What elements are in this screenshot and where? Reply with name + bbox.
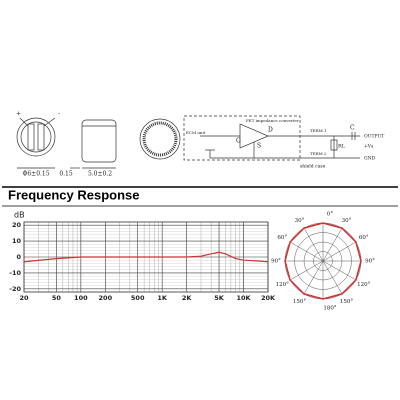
term2-label: TERM.2	[310, 151, 327, 156]
minus-label: -	[58, 111, 60, 118]
y-tick-label: 10	[12, 237, 22, 245]
angle-label: 90°	[271, 259, 281, 265]
mic-front	[16, 117, 56, 169]
x-tick-label: 2K	[182, 294, 193, 302]
angle-label: 150°	[340, 299, 353, 305]
angle-label: 30°	[342, 218, 352, 224]
polar-spoke	[303, 260, 324, 295]
y-axis-label: dB	[14, 211, 25, 220]
mic-mesh	[139, 118, 181, 160]
angle-label: 0°	[327, 212, 333, 218]
angle-label: 30°	[295, 218, 305, 224]
angle-label: 60°	[359, 235, 369, 241]
y-tick-label: 0	[16, 253, 21, 261]
polar-spoke	[322, 241, 357, 262]
x-tick-label: 5K	[214, 294, 225, 302]
shield-label: shield case	[300, 164, 326, 170]
load-label: RL	[338, 144, 346, 150]
angle-label: 180°	[323, 306, 336, 312]
x-tick-label: 200	[99, 294, 113, 302]
gate-label: G	[236, 138, 241, 145]
x-tick-label: 10K	[236, 294, 251, 302]
angle-label: 90°	[365, 259, 375, 265]
cap-label: C	[350, 125, 355, 132]
fet-label: FET impedance converter	[246, 118, 299, 123]
polar-pattern	[284, 222, 362, 300]
y-tick-label: 20	[12, 221, 22, 229]
supply-label: +Vs	[364, 144, 374, 150]
section-title: Frequency Response	[8, 187, 140, 202]
polar-spoke	[322, 227, 343, 262]
circuit	[183, 115, 360, 161]
x-tick-label: 1K	[157, 294, 168, 302]
drain-label: D	[268, 127, 273, 134]
thickness-label: 0.15	[59, 171, 73, 178]
gnd-label: GND	[364, 156, 376, 162]
polar-spoke	[303, 227, 324, 262]
angle-label: 60°	[277, 235, 287, 241]
y-tick-label: -20	[9, 285, 21, 293]
angle-label: 120°	[276, 282, 289, 288]
x-tick-label: 500	[131, 294, 145, 302]
polar-spoke	[289, 241, 324, 262]
x-tick-label: 50	[52, 294, 62, 302]
height-label: 5.0±0.2	[88, 171, 112, 178]
output-label: OUTPUT	[364, 134, 384, 140]
term1-label: TERM.1	[310, 128, 327, 133]
angle-label: 120°	[357, 282, 370, 288]
polar-spoke	[322, 260, 343, 295]
x-tick-label: 20K	[261, 294, 276, 302]
y-tick-label: -10	[9, 269, 21, 277]
polar-spoke	[322, 260, 357, 281]
plus-label: +	[16, 111, 21, 118]
polar-spoke	[289, 260, 324, 281]
x-tick-label: 100	[74, 294, 88, 302]
source-label: S	[257, 143, 261, 150]
response-curve	[23, 251, 269, 263]
diameter-label: Φ6±0.15	[22, 171, 49, 178]
ecm-label: ECM unit	[186, 130, 206, 135]
mic-side	[70, 119, 117, 169]
angle-label: 150°	[293, 299, 306, 305]
x-tick-label: 20	[19, 294, 29, 302]
